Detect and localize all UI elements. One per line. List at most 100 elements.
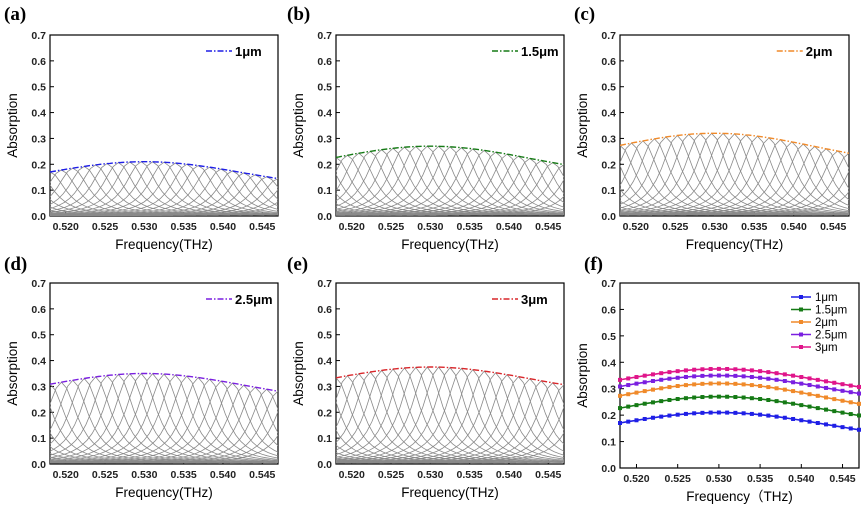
data-point <box>807 383 812 388</box>
resonance-curve <box>63 380 278 464</box>
x-tick-label: 0.525 <box>92 221 118 233</box>
x-tick-label: 0.545 <box>249 221 275 233</box>
y-tick-label: 0.5 <box>31 82 46 94</box>
data-point <box>807 376 812 381</box>
y-tick-label: 0.4 <box>317 108 332 120</box>
y-tick-label: 0.3 <box>31 133 46 145</box>
y-axis-title: Absorption <box>575 343 590 408</box>
data-point <box>618 406 622 411</box>
y-tick-label: 0.6 <box>601 304 616 316</box>
resonance-curve <box>143 434 278 464</box>
data-point <box>650 387 655 392</box>
data-point <box>618 421 622 426</box>
data-point <box>824 395 829 400</box>
data-point <box>667 376 672 381</box>
data-point <box>634 403 639 408</box>
data-point <box>634 390 639 395</box>
x-tick-label: 0.520 <box>339 221 365 233</box>
y-tick-label: 0.6 <box>317 56 332 68</box>
data-point <box>626 404 631 409</box>
resonance-curve <box>50 372 278 463</box>
resonance-curve <box>336 366 564 463</box>
legend-marker <box>799 345 803 349</box>
x-tick-label: 0.525 <box>662 221 688 233</box>
data-point <box>659 377 664 382</box>
resonance-curve <box>336 367 564 463</box>
resonance-curve <box>50 373 278 463</box>
resonance-curve <box>50 161 278 216</box>
data-point <box>749 374 754 379</box>
legend-marker <box>799 320 803 324</box>
y-tick-label: 0.2 <box>317 407 332 419</box>
y-tick-label: 0.7 <box>601 30 616 42</box>
envelope-series-line <box>50 161 278 180</box>
y-tick-label: 0.5 <box>317 330 332 342</box>
data-point <box>791 401 796 406</box>
data-point <box>733 395 738 400</box>
y-tick-label: 0.7 <box>31 30 46 42</box>
panel-label: (b) <box>287 4 310 25</box>
y-tick-label: 0.4 <box>601 357 616 369</box>
x-tick-label: 0.545 <box>535 221 561 233</box>
resonance-curve <box>50 161 278 215</box>
data-point <box>659 399 664 404</box>
resonance-curve <box>336 369 539 464</box>
x-tick-label: 0.535 <box>457 469 483 481</box>
resonance-curve <box>50 373 276 464</box>
data-point <box>832 423 837 428</box>
panel-label: (f) <box>584 254 603 275</box>
y-tick-label: 0.3 <box>317 381 332 393</box>
x-tick-label: 0.530 <box>417 221 443 233</box>
data-point <box>733 381 738 386</box>
data-point <box>774 371 779 376</box>
envelope-series-line <box>50 372 278 392</box>
resonance-curves <box>336 145 564 216</box>
data-point <box>766 370 771 375</box>
resonance-curve <box>713 191 849 216</box>
data-point <box>700 373 705 378</box>
y-tick-label: 0.5 <box>31 330 46 342</box>
data-point <box>716 410 721 415</box>
x-tick-label: 0.545 <box>535 469 561 481</box>
data-point <box>741 374 746 379</box>
resonance-curve <box>336 145 564 215</box>
data-point <box>733 367 738 372</box>
data-point <box>642 373 647 378</box>
data-point <box>618 377 622 382</box>
data-point <box>799 390 804 395</box>
data-point <box>659 414 664 419</box>
data-point <box>667 398 672 403</box>
x-tick-label: 0.540 <box>788 473 814 485</box>
resonance-curve <box>50 161 278 216</box>
panel-label: (a) <box>4 4 26 25</box>
y-tick-label: 0.1 <box>317 433 332 445</box>
resonance-curve <box>50 161 278 216</box>
data-point <box>815 384 820 389</box>
resonance-curve <box>50 379 231 464</box>
resonance-curve <box>429 195 564 216</box>
y-axis-title: Absorption <box>291 341 306 406</box>
data-point <box>815 393 820 398</box>
y-tick-label: 0.5 <box>601 331 616 343</box>
resonance-curve <box>620 134 836 216</box>
data-point <box>791 416 796 421</box>
data-point <box>824 379 829 384</box>
resonance-curve <box>336 368 551 464</box>
resonance-curve <box>338 372 564 464</box>
x-tick-label: 0.545 <box>820 221 846 233</box>
legend-label: 2μm <box>815 317 838 329</box>
x-axis-title: Frequency（THz) <box>686 489 793 504</box>
x-tick-label: 0.525 <box>92 469 118 481</box>
panel-label: (e) <box>287 254 308 275</box>
data-point <box>725 373 730 378</box>
chart-panel-b: 0.520 0.525 0.530 0.535 0.540 0.545 0.0 0.1 0.2 0… <box>287 4 565 252</box>
legend-label: 3μm <box>521 292 548 307</box>
data-point <box>758 375 763 380</box>
data-point <box>824 385 829 390</box>
resonance-curve <box>429 432 564 464</box>
resonance-curve <box>620 133 847 216</box>
data-point <box>716 381 721 386</box>
data-point <box>642 401 647 406</box>
y-tick-label: 0.1 <box>31 185 46 197</box>
